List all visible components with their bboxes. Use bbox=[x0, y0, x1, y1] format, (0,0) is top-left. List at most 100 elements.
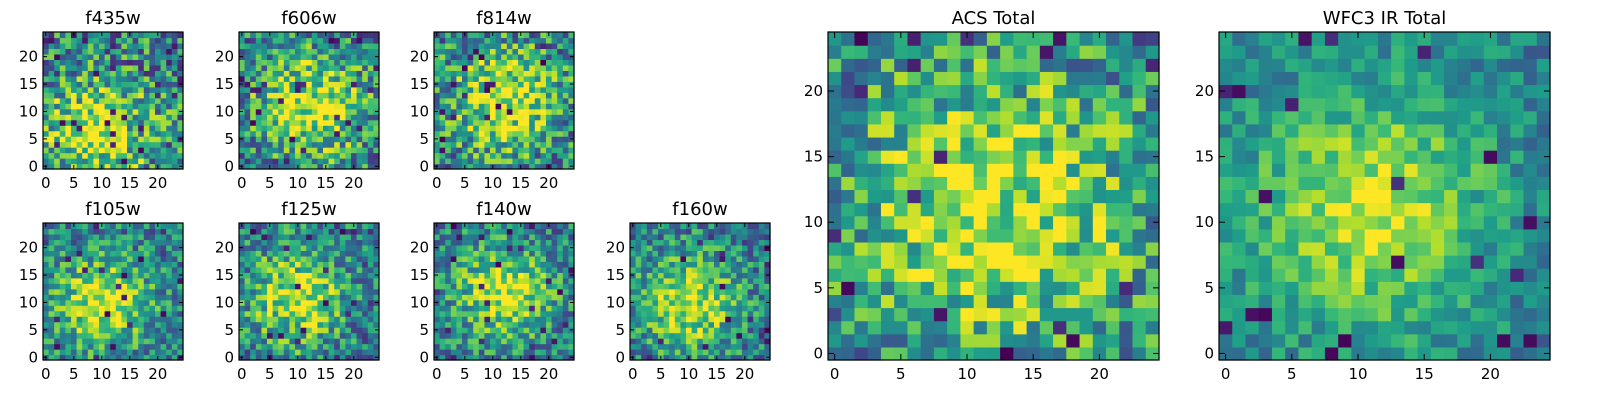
heatmap-cell bbox=[551, 108, 558, 115]
heatmap-cell bbox=[495, 321, 502, 328]
heatmap-cell bbox=[317, 48, 324, 55]
heatmap-cell bbox=[630, 266, 637, 273]
heatmap-cell bbox=[1106, 241, 1120, 256]
heatmap-cell bbox=[328, 37, 335, 44]
heatmap-cell bbox=[143, 103, 150, 110]
heatmap-cell bbox=[495, 272, 502, 279]
heatmap-cell bbox=[127, 37, 134, 44]
heatmap-cell bbox=[99, 81, 106, 88]
heatmap-cell bbox=[132, 152, 139, 159]
heatmap-cell bbox=[121, 250, 128, 257]
heatmap-cell bbox=[59, 294, 66, 301]
heatmap-cell bbox=[339, 70, 346, 77]
heatmap-cell bbox=[267, 233, 274, 241]
heatmap-cell bbox=[110, 338, 117, 345]
heatmap-cell bbox=[557, 294, 564, 301]
heatmap-cell bbox=[171, 244, 178, 251]
heatmap-cell bbox=[523, 343, 530, 350]
heatmap-cell bbox=[568, 343, 575, 350]
heatmap-cell bbox=[317, 316, 324, 323]
heatmap-cell bbox=[104, 75, 111, 82]
heatmap-cell bbox=[373, 48, 380, 55]
heatmap-cell bbox=[518, 114, 525, 121]
heatmap-cell bbox=[450, 70, 457, 77]
heatmap-cell bbox=[300, 354, 307, 361]
heatmap-cell bbox=[467, 272, 474, 279]
heatmap-cell bbox=[87, 228, 94, 235]
heatmap-cell bbox=[160, 152, 167, 159]
heatmap-cell bbox=[110, 64, 117, 71]
heatmap-cell bbox=[48, 233, 55, 241]
heatmap-cell bbox=[658, 255, 665, 262]
heatmap-cell bbox=[456, 97, 463, 104]
heatmap-cell bbox=[115, 233, 122, 241]
heatmap-cell bbox=[132, 70, 139, 77]
heatmap-cell bbox=[300, 327, 307, 334]
heatmap-cell bbox=[155, 277, 162, 284]
heatmap-cell bbox=[473, 92, 480, 99]
heatmap-cell bbox=[506, 354, 513, 361]
heatmap-cell bbox=[557, 42, 564, 50]
heatmap-cell bbox=[267, 70, 274, 77]
heatmap-cell bbox=[686, 283, 693, 290]
heatmap-cell bbox=[110, 277, 117, 284]
heatmap-cell bbox=[328, 327, 335, 334]
heatmap-cell bbox=[261, 294, 268, 301]
heatmap-cell bbox=[652, 316, 659, 323]
heatmap-cell bbox=[138, 354, 145, 361]
heatmap-cell bbox=[373, 266, 380, 273]
heatmap-cell bbox=[907, 307, 922, 322]
heatmap-cell bbox=[239, 277, 246, 284]
heatmap-cell bbox=[867, 215, 882, 230]
heatmap-cell bbox=[300, 316, 307, 323]
heatmap-cell bbox=[512, 81, 519, 88]
heatmap-cell bbox=[155, 261, 162, 268]
heatmap-cell bbox=[367, 119, 374, 126]
heatmap-cell bbox=[311, 32, 318, 39]
heatmap-cell bbox=[300, 261, 307, 268]
heatmap-cell bbox=[630, 310, 637, 317]
heatmap-cell bbox=[495, 266, 502, 273]
heatmap-cell bbox=[82, 338, 89, 345]
heatmap-cell bbox=[127, 233, 134, 241]
heatmap-cell bbox=[132, 136, 139, 143]
heatmap-cell bbox=[506, 332, 513, 339]
y-tick-label: 5 bbox=[419, 130, 429, 148]
heatmap-cell bbox=[345, 272, 352, 279]
heatmap-cell bbox=[473, 223, 480, 230]
heatmap-cell bbox=[54, 81, 61, 88]
heatmap-cell bbox=[506, 321, 513, 328]
heatmap-cell bbox=[568, 261, 575, 268]
heatmap-cell bbox=[272, 92, 279, 99]
heatmap-cell bbox=[272, 343, 279, 350]
heatmap-cell bbox=[351, 92, 358, 99]
heatmap-cell bbox=[973, 176, 988, 191]
heatmap-cell bbox=[495, 349, 502, 356]
heatmap-cell bbox=[339, 32, 346, 39]
heatmap-cell bbox=[328, 158, 335, 165]
heatmap-cell bbox=[546, 125, 553, 132]
heatmap-cell bbox=[367, 64, 374, 71]
heatmap-cell bbox=[239, 97, 246, 104]
heatmap-cell bbox=[540, 316, 547, 323]
heatmap-cell bbox=[362, 147, 369, 154]
heatmap-cell bbox=[138, 114, 145, 121]
heatmap-cell bbox=[450, 59, 457, 66]
heatmap-cell bbox=[669, 233, 676, 241]
heatmap-cell bbox=[155, 310, 162, 317]
heatmap-cell bbox=[512, 147, 519, 154]
heatmap-cell bbox=[362, 255, 369, 262]
heatmap-cell bbox=[82, 266, 89, 273]
heatmap-cell bbox=[104, 70, 111, 77]
heatmap-cell bbox=[177, 223, 184, 230]
heatmap-cell bbox=[1013, 163, 1028, 177]
heatmap-cell bbox=[334, 103, 341, 110]
heatmap-cell bbox=[250, 299, 257, 306]
heatmap-cell bbox=[272, 305, 279, 312]
heatmap-cell bbox=[641, 294, 648, 301]
heatmap-cell bbox=[518, 349, 525, 356]
heatmap-cell bbox=[546, 119, 553, 126]
heatmap-cell bbox=[65, 349, 72, 356]
heatmap-cell bbox=[362, 349, 369, 356]
heatmap-cell bbox=[166, 349, 173, 356]
